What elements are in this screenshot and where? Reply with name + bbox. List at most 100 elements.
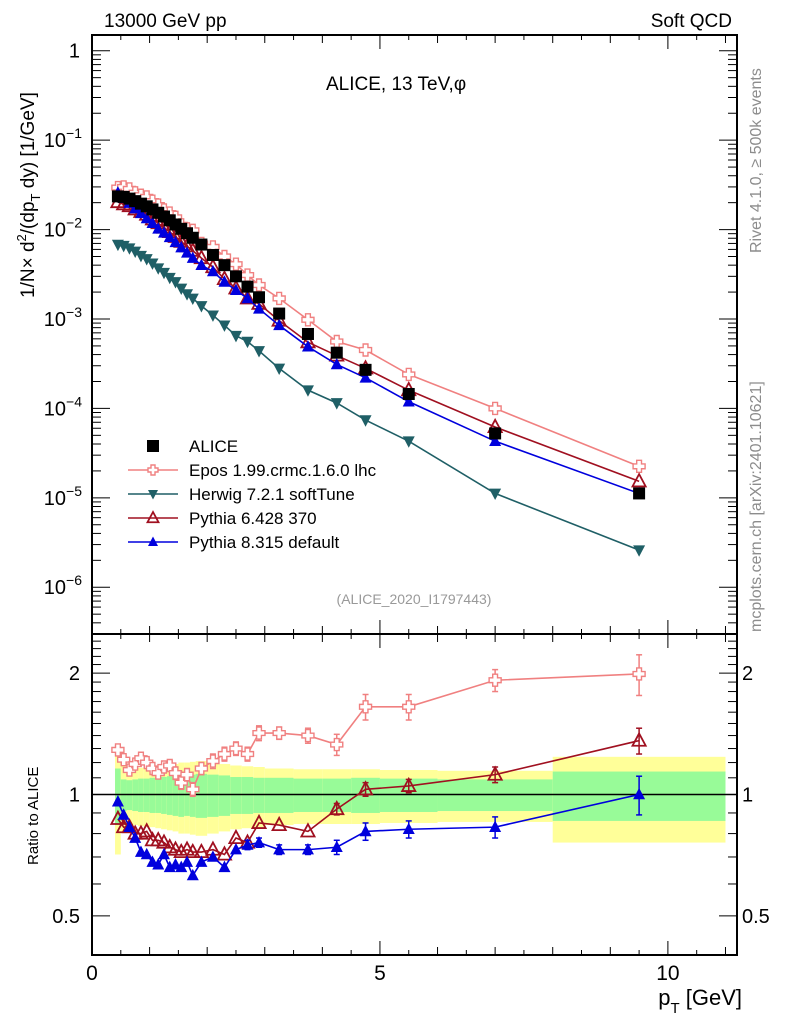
ratio-point-py6 [357,780,374,796]
ratio-y-tick-label: 2 [69,663,80,685]
ratio-point-py8 [152,858,165,870]
ratio-point-py6 [299,822,317,838]
data-point-herwig [152,263,165,275]
series-line-herwig [117,243,640,551]
ratio-point-py6 [630,731,648,747]
data-point-herwig [402,436,415,448]
main-series-epos [111,180,646,474]
legend-label: Pythia 8.315 default [189,533,340,552]
data-point-epos [402,367,416,382]
ratio-point-epos [240,747,255,761]
ratio-point-py8 [157,847,170,860]
data-point-herwig [206,310,219,322]
ratio-point-py8 [301,843,314,855]
ratio-point-py8 [253,835,266,848]
ratio-point-py6 [487,765,504,781]
ratio-point-epos [186,782,200,797]
data-point-py8 [489,434,502,446]
data-point-py6 [630,472,648,488]
ratio-point-py8 [218,860,231,873]
y-tick-label: 10−6 [44,572,82,599]
data-point-herwig [181,289,194,301]
data-point-epos [358,343,373,357]
data-point-alice [489,427,502,440]
ratio-point-py6 [173,842,190,859]
data-point-py8 [402,395,415,407]
stat-uncertainty-band [230,777,242,814]
ratio-point-py8 [140,847,153,860]
stat-uncertainty-band [166,776,173,815]
ratio-point-py8 [129,831,142,843]
ratio-point-py6 [250,813,268,829]
main-series-alice [111,190,646,500]
data-point-herwig [163,272,176,285]
ratio-y-tick-label: 1 [69,785,80,807]
ratio-point-py6 [184,842,201,859]
stat-uncertainty-band [143,778,150,812]
ratio-point-py8 [489,820,502,832]
legend-item-py6: Pythia 6.428 370 [128,509,317,528]
ratio-point-py6 [121,818,138,834]
ratio-series-epos [111,654,646,798]
data-point-alice [301,327,314,340]
ratio-point-py8 [186,868,199,881]
stat-uncertainty-band [184,775,190,816]
stat-uncertainty-band [293,778,323,812]
data-point-py8 [229,283,242,295]
y-tick-label: 10−4 [44,393,82,420]
data-point-herwig [330,398,343,410]
data-point-py8 [157,226,170,238]
ratio-point-py8 [241,838,254,850]
data-point-herwig [134,250,147,263]
data-point-py8 [330,357,343,370]
legend-label: ALICE [189,437,238,456]
ratio-point-py8 [273,843,286,855]
ratio-point-epos [168,766,183,780]
ratio-point-py8 [633,787,646,800]
ratio-point-epos [272,726,286,740]
data-point-epos [488,401,502,416]
stat-uncertainty-band [253,777,265,813]
legend-item-epos: Epos 1.99.crmc.1.6.0 lhc [128,461,377,480]
y-tick-label: 1 [69,41,80,63]
main-panel-series [109,180,648,557]
ratio-point-py6 [216,845,233,861]
data-point-alice [253,291,266,304]
main-panel-axes: 1 10−1 10−2 10−3 10−4 10−5 10−6 [44,34,738,635]
legend-item-herwig: Herwig 7.2.1 softTune [128,485,355,504]
legend-marker-epos [147,464,159,476]
data-point-herwig [273,363,286,376]
main-plot-title: ALICE, 13 TeV,φ [326,74,466,95]
data-point-herwig [123,243,136,255]
main-series-herwig [111,239,646,557]
ratio-point-epos [402,700,416,714]
ratio-point-epos [229,741,243,756]
data-point-py8 [169,235,182,248]
ratio-point-py8 [175,860,188,873]
data-point-py8 [140,211,153,224]
y-tick-label: 10−2 [44,215,82,242]
ratio-point-py8 [359,824,372,837]
ratio-point-py8 [206,850,219,862]
ratio-point-epos [116,752,131,767]
data-point-py8 [273,318,286,331]
data-point-herwig [169,277,182,289]
x-tick-label: 0 [86,962,98,985]
ratio-point-epos [206,754,220,768]
data-point-herwig [359,415,372,427]
ratio-panel-series [109,654,648,881]
data-point-epos [272,291,286,306]
ratio-series-py8 [111,775,646,881]
data-point-py8 [206,264,219,277]
stat-uncertainty-band [207,774,219,817]
stat-uncertainty-band [178,774,185,817]
ratio-point-epos [174,775,188,790]
data-point-herwig [140,254,153,266]
ratio-point-py6 [400,776,417,792]
mcplots-credit-label: mcplots.cern.ch [arXiv:2401.10621] [748,381,765,632]
y-tick-label: 10−3 [44,304,82,331]
data-point-py8 [195,258,208,270]
ratio-point-epos [194,761,209,776]
ratio-point-py6 [132,824,150,840]
